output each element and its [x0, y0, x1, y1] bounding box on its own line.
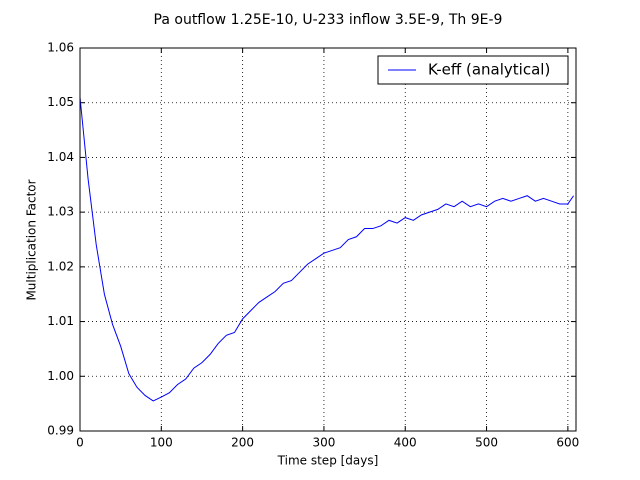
x-tick-label: 0: [76, 436, 84, 450]
x-tick-label: 400: [394, 436, 417, 450]
y-tick-label: 1.03: [47, 205, 74, 219]
x-tick-label: 200: [231, 436, 254, 450]
y-tick-label: 1.02: [47, 259, 74, 273]
y-tick-label: 1.05: [47, 95, 74, 109]
x-tick-label: 500: [475, 436, 498, 450]
data-line: [79, 97, 574, 402]
x-tick-label: 300: [312, 436, 335, 450]
x-tick-label: 600: [556, 436, 579, 450]
y-tick-label: 1.06: [47, 41, 74, 55]
plot-frame: [79, 47, 577, 432]
x-axis-label: Time step [days]: [277, 454, 379, 468]
y-tick-label: 1.00: [47, 369, 74, 383]
y-tick-label: 1.04: [47, 150, 74, 164]
y-tick-label: 0.99: [47, 424, 74, 438]
chart-title: Pa outflow 1.25E-10, U-233 inflow 3.5E-9…: [154, 12, 503, 28]
y-tick-label: 1.01: [47, 314, 74, 328]
y-axis-label: Multiplication Factor: [25, 179, 39, 300]
legend-label: K-eff (analytical): [428, 61, 550, 79]
x-tick-label: 100: [150, 436, 173, 450]
